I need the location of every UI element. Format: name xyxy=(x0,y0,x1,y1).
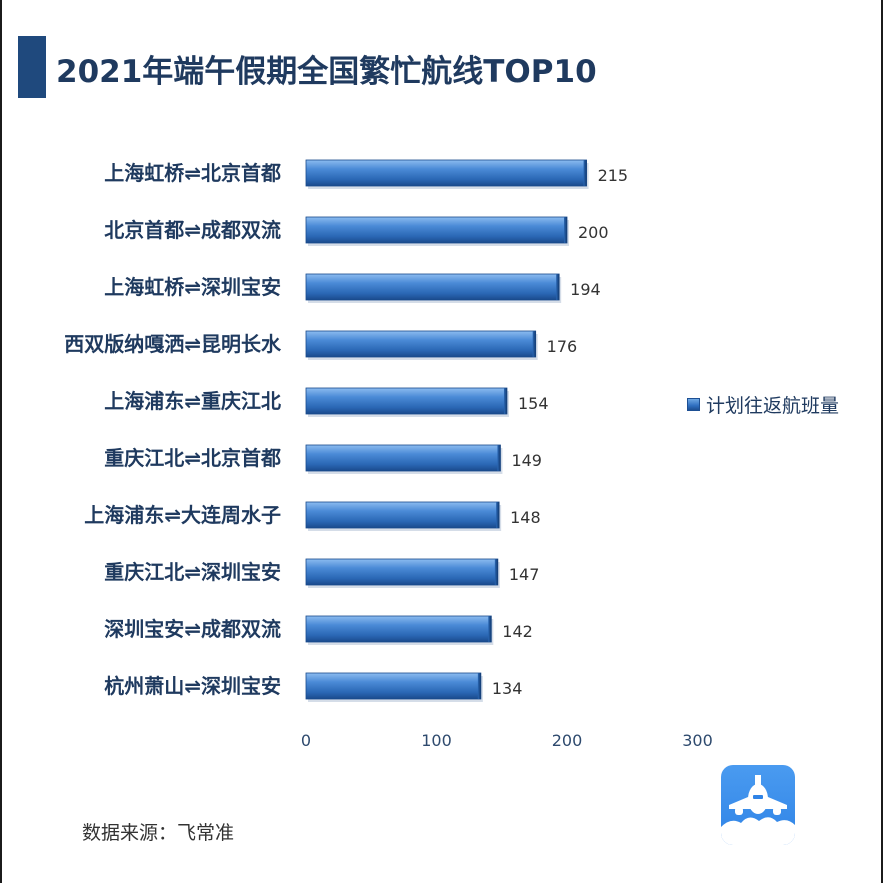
bar xyxy=(305,501,500,529)
bar xyxy=(305,387,508,415)
bar xyxy=(305,558,499,586)
category-label: 重庆江北⇌深圳宝安 xyxy=(104,560,281,584)
category-label: 北京首都⇌成都双流 xyxy=(104,218,281,242)
value-label: 149 xyxy=(511,451,542,470)
category-label: 上海浦东⇌大连周水子 xyxy=(84,503,281,527)
value-label: 142 xyxy=(502,622,533,641)
category-label: 西双版纳嘎洒⇌昆明长水 xyxy=(64,332,282,356)
bar xyxy=(305,444,501,472)
bar xyxy=(305,273,560,301)
x-tick-label: 0 xyxy=(301,731,311,750)
category-label: 上海虹桥⇌北京首都 xyxy=(104,161,281,185)
bar-end xyxy=(583,160,587,186)
bar-end xyxy=(556,274,560,300)
value-label: 176 xyxy=(547,337,578,356)
data-source: 数据来源：飞常准 xyxy=(82,822,235,844)
bar xyxy=(305,672,482,700)
bar-end xyxy=(564,217,567,243)
bar-end xyxy=(494,559,498,585)
airplane-icon xyxy=(721,765,795,845)
bar-end xyxy=(488,616,492,642)
title-accent-bar xyxy=(18,36,46,98)
value-label: 194 xyxy=(570,280,601,299)
value-label: 154 xyxy=(518,394,549,413)
x-tick-label: 200 xyxy=(552,731,583,750)
legend-label: 计划往返航班量 xyxy=(706,395,840,417)
category-label: 上海浦东⇌重庆江北 xyxy=(104,389,281,413)
bar xyxy=(305,159,587,187)
value-label: 215 xyxy=(598,166,629,185)
bar-end xyxy=(532,331,536,357)
category-label: 深圳宝安⇌成都双流 xyxy=(104,617,281,641)
legend-swatch xyxy=(687,398,700,411)
bar-end xyxy=(477,673,481,699)
x-tick-label: 100 xyxy=(421,731,452,750)
value-label: 200 xyxy=(578,223,609,242)
legend: 计划往返航班量 xyxy=(687,391,839,418)
category-label: 上海虹桥⇌深圳宝安 xyxy=(104,275,281,299)
bar-end xyxy=(503,388,507,414)
bar-end xyxy=(497,445,501,471)
value-label: 134 xyxy=(492,679,523,698)
x-tick-label: 300 xyxy=(682,731,713,750)
bar-end xyxy=(496,502,500,528)
bar xyxy=(305,615,492,643)
category-label: 重庆江北⇌北京首都 xyxy=(104,446,281,470)
value-label: 148 xyxy=(510,508,541,527)
bar xyxy=(305,330,537,358)
chart-title: 2021年端午假期全国繁忙航线TOP10 xyxy=(56,54,597,90)
category-label: 杭州萧山⇌深圳宝安 xyxy=(104,674,281,698)
value-label: 147 xyxy=(509,565,540,584)
bar xyxy=(305,216,568,244)
